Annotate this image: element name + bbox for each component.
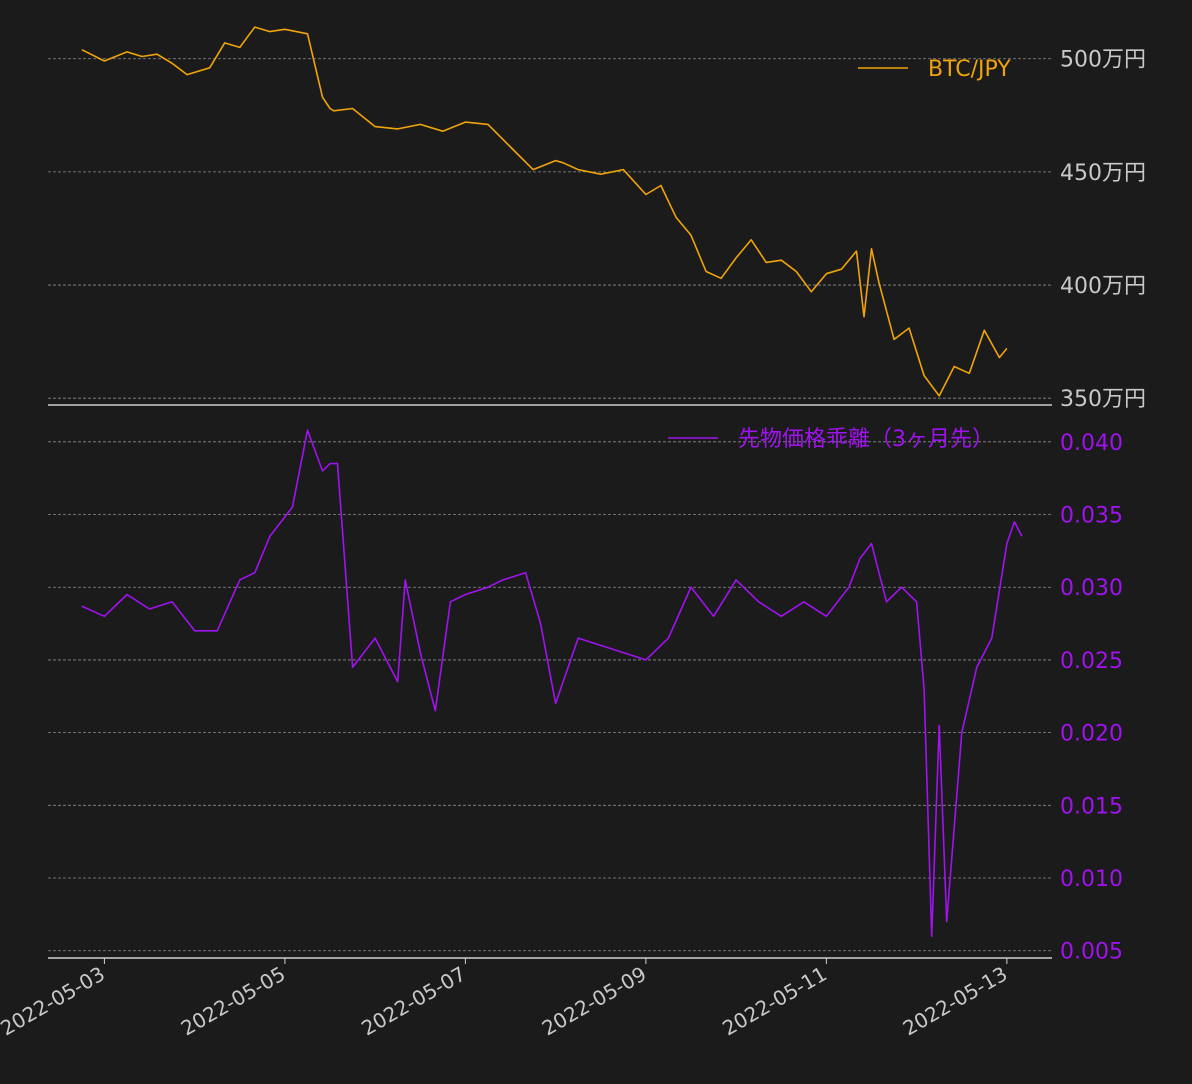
x-tick-label: 2022-05-05 (177, 962, 290, 1041)
series-line (81, 26, 1008, 397)
y-tick-label: 0.010 (1060, 867, 1123, 892)
legend-label: BTC/JPY (928, 57, 1011, 82)
series-line (81, 429, 1023, 938)
y-tick-label: 0.020 (1060, 722, 1123, 747)
y-tick-label: 500万円 (1060, 48, 1146, 73)
y-tick-label: 400万円 (1060, 274, 1146, 299)
legend-label: 先物価格乖離（3ヶ月先） (738, 427, 994, 452)
x-tick-label: 2022-05-11 (718, 962, 831, 1041)
y-tick-label: 350万円 (1060, 387, 1146, 412)
spread-panel: 0.005 0.010 0.015 0.020 0.025 0.030 0.035 0.040… (48, 427, 1123, 965)
price-panel: 350万円 400万円 450万円 500万円 BTC/JPY (48, 26, 1146, 412)
y-tick-label: 0.005 (1060, 940, 1123, 965)
x-tick-label: 2022-05-07 (357, 962, 470, 1041)
y-tick-label: 450万円 (1060, 161, 1146, 186)
y-tick-label: 0.030 (1060, 576, 1123, 601)
x-tick-label: 2022-05-03 (0, 962, 109, 1041)
y-tick-label: 0.025 (1060, 649, 1123, 674)
x-tick-label: 2022-05-13 (899, 962, 1012, 1041)
y-tick-label: 0.015 (1060, 794, 1123, 819)
x-tick-label: 2022-05-09 (538, 962, 651, 1041)
y-tick-label: 0.040 (1060, 431, 1123, 456)
x-axis: 2022-05-03 2022-05-05 2022-05-07 2022-05-09… (0, 958, 1011, 1040)
y-tick-label: 0.035 (1060, 504, 1123, 529)
